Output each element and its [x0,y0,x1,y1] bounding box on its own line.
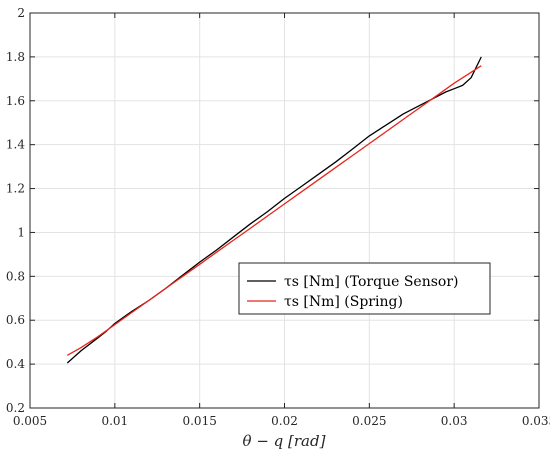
x-tick-label: 0.01 [101,414,128,428]
x-tick-label: 0.035 [522,414,550,428]
legend-box [238,262,491,315]
y-tick-label: 2 [17,6,25,20]
series-group [66,56,482,364]
series-torque-sensor-line [66,56,482,364]
y-tick-label: 1.6 [6,94,25,108]
x-tick-label: 0.02 [271,414,298,428]
y-tick-label: 0.4 [6,357,25,371]
x-tick-label: 0.03 [441,414,468,428]
x-axis-label: θ − q [rad] [243,432,326,450]
tick-group: 0.005 0.01 0.015 0.02 0.025 0.03 0.035 0.2 0.4 0.… [6,6,550,428]
series-spring-line [66,65,482,356]
y-tick-label: 0.6 [6,313,25,327]
legend-label-spring: τs [Nm] (Spring) [284,294,403,310]
x-tick-label: 0.015 [182,414,216,428]
y-tick-label: 1.8 [6,50,25,64]
x-tick-label: 0.005 [13,414,47,428]
x-tick-label: 0.025 [352,414,386,428]
y-tick-label: 1.4 [6,138,25,152]
y-tick-label: 1.2 [6,182,25,196]
y-tick-label: 0.2 [6,401,25,415]
y-tick-label: 0.8 [6,269,25,283]
legend: τs [Nm] (Torque Sensor) τs [Nm] (Spring) [238,262,491,315]
y-tick-label: 1 [17,225,25,239]
legend-label-torque-sensor: τs [Nm] (Torque Sensor) [284,274,459,290]
